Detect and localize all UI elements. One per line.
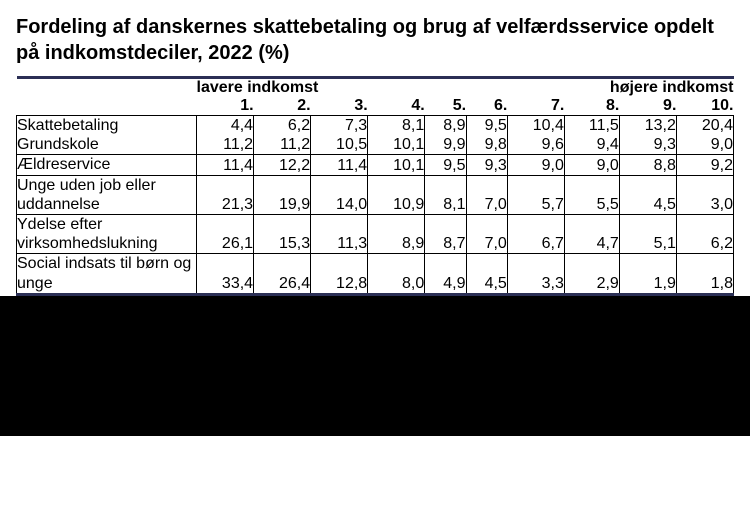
cell-value: 4,9 bbox=[425, 254, 466, 294]
cell-value: 20,4 bbox=[676, 116, 733, 136]
cell-value: 14,0 bbox=[311, 175, 368, 214]
cell-value: 15,3 bbox=[254, 214, 311, 253]
decile-3: 3. bbox=[311, 97, 368, 116]
cell-value: 33,4 bbox=[197, 254, 254, 294]
header-blank bbox=[17, 78, 197, 98]
cell-value: 26,4 bbox=[254, 254, 311, 294]
cell-value: 9,0 bbox=[507, 155, 564, 175]
cell-value: 3,3 bbox=[507, 254, 564, 294]
cell-value: 10,9 bbox=[368, 175, 425, 214]
decile-10: 10. bbox=[676, 97, 733, 116]
cell-value: 8,1 bbox=[368, 116, 425, 136]
page: Fordeling af danskernes skattebetaling o… bbox=[0, 0, 750, 296]
decile-7: 7. bbox=[507, 97, 564, 116]
cell-value: 9,9 bbox=[425, 135, 466, 155]
decile-5: 5. bbox=[425, 97, 466, 116]
cell-value: 9,0 bbox=[564, 155, 619, 175]
row-label: Unge uden job eller uddannelse bbox=[17, 175, 197, 214]
cell-value: 2,9 bbox=[564, 254, 619, 294]
cell-value: 5,1 bbox=[619, 214, 676, 253]
cell-value: 8,9 bbox=[425, 116, 466, 136]
group-label-high: højere indkomst bbox=[507, 78, 733, 98]
cell-value: 26,1 bbox=[197, 214, 254, 253]
cell-value: 9,3 bbox=[466, 155, 507, 175]
decile-9: 9. bbox=[619, 97, 676, 116]
cell-value: 11,4 bbox=[197, 155, 254, 175]
table-row: Skattebetaling4,46,27,38,18,99,510,411,5… bbox=[17, 116, 734, 136]
cell-value: 6,2 bbox=[254, 116, 311, 136]
group-header-row: lavere indkomst højere indkomst bbox=[17, 78, 734, 98]
cell-value: 1,8 bbox=[676, 254, 733, 294]
cell-value: 8,0 bbox=[368, 254, 425, 294]
cell-value: 9,2 bbox=[676, 155, 733, 175]
cell-value: 4,7 bbox=[564, 214, 619, 253]
table-row: Ældreservice11,412,211,410,19,59,39,09,0… bbox=[17, 155, 734, 175]
cell-value: 9,5 bbox=[466, 116, 507, 136]
row-label: Social indsats til børn og unge bbox=[17, 254, 197, 294]
cell-value: 11,5 bbox=[564, 116, 619, 136]
cell-value: 7,0 bbox=[466, 214, 507, 253]
decile-1: 1. bbox=[197, 97, 254, 116]
data-table: lavere indkomst højere indkomst 1. 2. 3.… bbox=[16, 76, 734, 296]
cell-value: 12,8 bbox=[311, 254, 368, 294]
row-label: Grundskole bbox=[17, 135, 197, 155]
cell-value: 7,0 bbox=[466, 175, 507, 214]
decile-4: 4. bbox=[368, 97, 425, 116]
cell-value: 11,2 bbox=[197, 135, 254, 155]
cell-value: 19,9 bbox=[254, 175, 311, 214]
cell-value: 21,3 bbox=[197, 175, 254, 214]
cell-value: 13,2 bbox=[619, 116, 676, 136]
cell-value: 11,2 bbox=[254, 135, 311, 155]
cell-value: 9,6 bbox=[507, 135, 564, 155]
cell-value: 4,5 bbox=[466, 254, 507, 294]
cell-value: 9,0 bbox=[676, 135, 733, 155]
row-label: Skattebetaling bbox=[17, 116, 197, 136]
cell-value: 8,9 bbox=[368, 214, 425, 253]
table-row: Grundskole11,211,210,510,19,99,89,69,49,… bbox=[17, 135, 734, 155]
bottom-black-strip bbox=[0, 296, 750, 436]
cell-value: 5,5 bbox=[564, 175, 619, 214]
decile-header-row: 1. 2. 3. 4. 5. 6. 7. 8. 9. 10. bbox=[17, 97, 734, 116]
cell-value: 9,3 bbox=[619, 135, 676, 155]
row-label: Ydelse efter virksomhedslukning bbox=[17, 214, 197, 253]
header-blank-2 bbox=[17, 97, 197, 116]
page-title: Fordeling af danskernes skattebetaling o… bbox=[16, 14, 734, 66]
cell-value: 10,1 bbox=[368, 155, 425, 175]
decile-2: 2. bbox=[254, 97, 311, 116]
cell-value: 8,7 bbox=[425, 214, 466, 253]
cell-value: 10,4 bbox=[507, 116, 564, 136]
cell-value: 3,0 bbox=[676, 175, 733, 214]
cell-value: 4,4 bbox=[197, 116, 254, 136]
decile-8: 8. bbox=[564, 97, 619, 116]
cell-value: 11,3 bbox=[311, 214, 368, 253]
group-spacer bbox=[425, 78, 508, 98]
cell-value: 12,2 bbox=[254, 155, 311, 175]
cell-value: 4,5 bbox=[619, 175, 676, 214]
cell-value: 9,8 bbox=[466, 135, 507, 155]
cell-value: 10,1 bbox=[368, 135, 425, 155]
cell-value: 8,8 bbox=[619, 155, 676, 175]
table-row: Ydelse efter virksomhedslukning26,115,31… bbox=[17, 214, 734, 253]
cell-value: 11,4 bbox=[311, 155, 368, 175]
decile-6: 6. bbox=[466, 97, 507, 116]
cell-value: 1,9 bbox=[619, 254, 676, 294]
cell-value: 6,7 bbox=[507, 214, 564, 253]
cell-value: 10,5 bbox=[311, 135, 368, 155]
cell-value: 5,7 bbox=[507, 175, 564, 214]
cell-value: 9,5 bbox=[425, 155, 466, 175]
group-label-low: lavere indkomst bbox=[197, 78, 425, 98]
table-body: Skattebetaling4,46,27,38,18,99,510,411,5… bbox=[17, 116, 734, 295]
table-row: Social indsats til børn og unge33,426,41… bbox=[17, 254, 734, 294]
cell-value: 8,1 bbox=[425, 175, 466, 214]
table-row: Unge uden job eller uddannelse21,319,914… bbox=[17, 175, 734, 214]
row-label: Ældreservice bbox=[17, 155, 197, 175]
cell-value: 9,4 bbox=[564, 135, 619, 155]
cell-value: 6,2 bbox=[676, 214, 733, 253]
cell-value: 7,3 bbox=[311, 116, 368, 136]
